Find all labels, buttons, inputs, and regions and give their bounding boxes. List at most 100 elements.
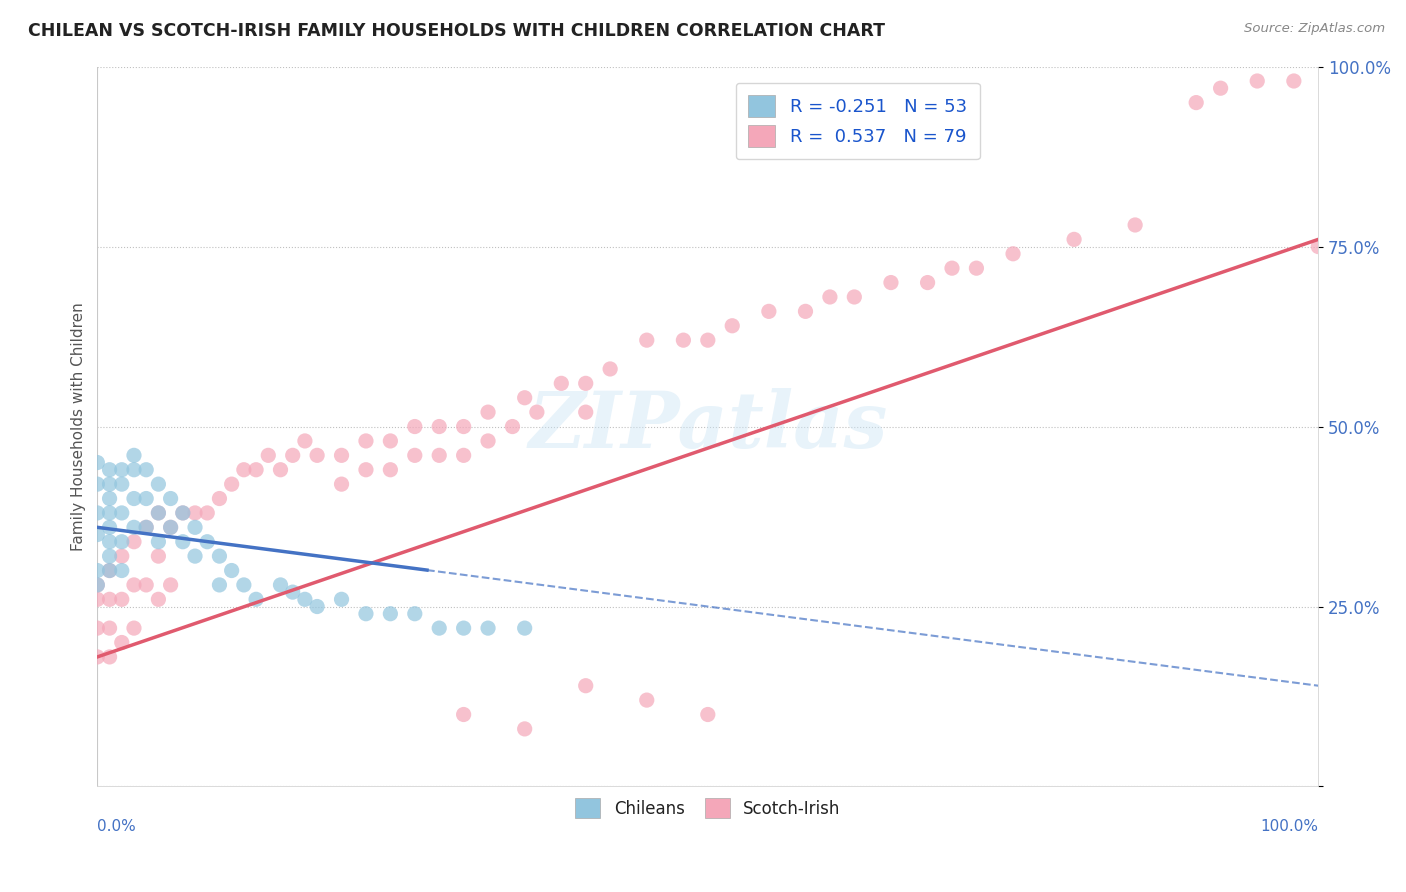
Point xyxy=(636,693,658,707)
Point xyxy=(86,649,108,664)
Point xyxy=(122,520,145,534)
Point xyxy=(1209,81,1232,95)
Point xyxy=(232,578,254,592)
Point xyxy=(1282,74,1305,88)
Point xyxy=(86,578,108,592)
Point xyxy=(453,448,475,462)
Point xyxy=(86,621,108,635)
Point xyxy=(111,534,134,549)
Point xyxy=(281,448,304,462)
Point xyxy=(86,506,108,520)
Point xyxy=(404,419,426,434)
Point xyxy=(122,448,145,462)
Point xyxy=(721,318,744,333)
Point xyxy=(941,261,963,276)
Point xyxy=(122,491,145,506)
Point xyxy=(159,520,181,534)
Point xyxy=(354,434,377,448)
Point xyxy=(513,722,536,736)
Point xyxy=(208,549,231,563)
Point xyxy=(148,549,170,563)
Point xyxy=(135,578,157,592)
Point xyxy=(98,649,121,664)
Point xyxy=(184,549,207,563)
Point xyxy=(330,448,353,462)
Point xyxy=(111,549,134,563)
Point xyxy=(111,506,134,520)
Point xyxy=(599,362,621,376)
Point xyxy=(1308,239,1330,253)
Point xyxy=(172,506,194,520)
Point xyxy=(221,564,243,578)
Point xyxy=(98,564,121,578)
Point xyxy=(427,448,450,462)
Point xyxy=(269,463,291,477)
Point xyxy=(86,477,108,491)
Point xyxy=(86,527,108,541)
Text: CHILEAN VS SCOTCH-IRISH FAMILY HOUSEHOLDS WITH CHILDREN CORRELATION CHART: CHILEAN VS SCOTCH-IRISH FAMILY HOUSEHOLD… xyxy=(28,22,886,40)
Point xyxy=(550,376,572,391)
Point xyxy=(380,463,402,477)
Point xyxy=(1002,246,1025,260)
Point xyxy=(354,463,377,477)
Point xyxy=(122,534,145,549)
Point xyxy=(513,391,536,405)
Point xyxy=(427,621,450,635)
Point xyxy=(477,405,499,419)
Point xyxy=(575,376,598,391)
Point xyxy=(696,333,718,347)
Point xyxy=(404,448,426,462)
Point xyxy=(1246,74,1268,88)
Point xyxy=(380,434,402,448)
Point xyxy=(86,578,108,592)
Text: Source: ZipAtlas.com: Source: ZipAtlas.com xyxy=(1244,22,1385,36)
Point xyxy=(477,621,499,635)
Point xyxy=(111,564,134,578)
Point xyxy=(98,534,121,549)
Point xyxy=(98,506,121,520)
Point xyxy=(148,477,170,491)
Point xyxy=(135,491,157,506)
Point xyxy=(696,707,718,722)
Point xyxy=(208,578,231,592)
Point xyxy=(513,621,536,635)
Point xyxy=(135,520,157,534)
Point xyxy=(1185,95,1208,110)
Point xyxy=(122,578,145,592)
Point xyxy=(294,434,316,448)
Point xyxy=(477,434,499,448)
Point xyxy=(148,506,170,520)
Point xyxy=(122,463,145,477)
Point xyxy=(86,456,108,470)
Y-axis label: Family Households with Children: Family Households with Children xyxy=(72,302,86,551)
Point xyxy=(526,405,548,419)
Point xyxy=(844,290,866,304)
Point xyxy=(111,463,134,477)
Point xyxy=(917,276,939,290)
Point xyxy=(148,592,170,607)
Point xyxy=(86,564,108,578)
Point xyxy=(159,520,181,534)
Point xyxy=(111,477,134,491)
Point xyxy=(257,448,280,462)
Point xyxy=(330,592,353,607)
Point xyxy=(307,599,329,614)
Point xyxy=(404,607,426,621)
Point xyxy=(208,491,231,506)
Point xyxy=(135,463,157,477)
Point xyxy=(501,419,523,434)
Point xyxy=(98,491,121,506)
Point xyxy=(159,578,181,592)
Text: ZIPatlas: ZIPatlas xyxy=(529,388,887,465)
Point xyxy=(245,592,267,607)
Point xyxy=(195,506,218,520)
Point xyxy=(965,261,987,276)
Point xyxy=(98,463,121,477)
Point xyxy=(636,333,658,347)
Point xyxy=(98,564,121,578)
Text: 0.0%: 0.0% xyxy=(97,819,136,834)
Point xyxy=(148,506,170,520)
Point xyxy=(172,534,194,549)
Point xyxy=(354,607,377,621)
Point xyxy=(111,592,134,607)
